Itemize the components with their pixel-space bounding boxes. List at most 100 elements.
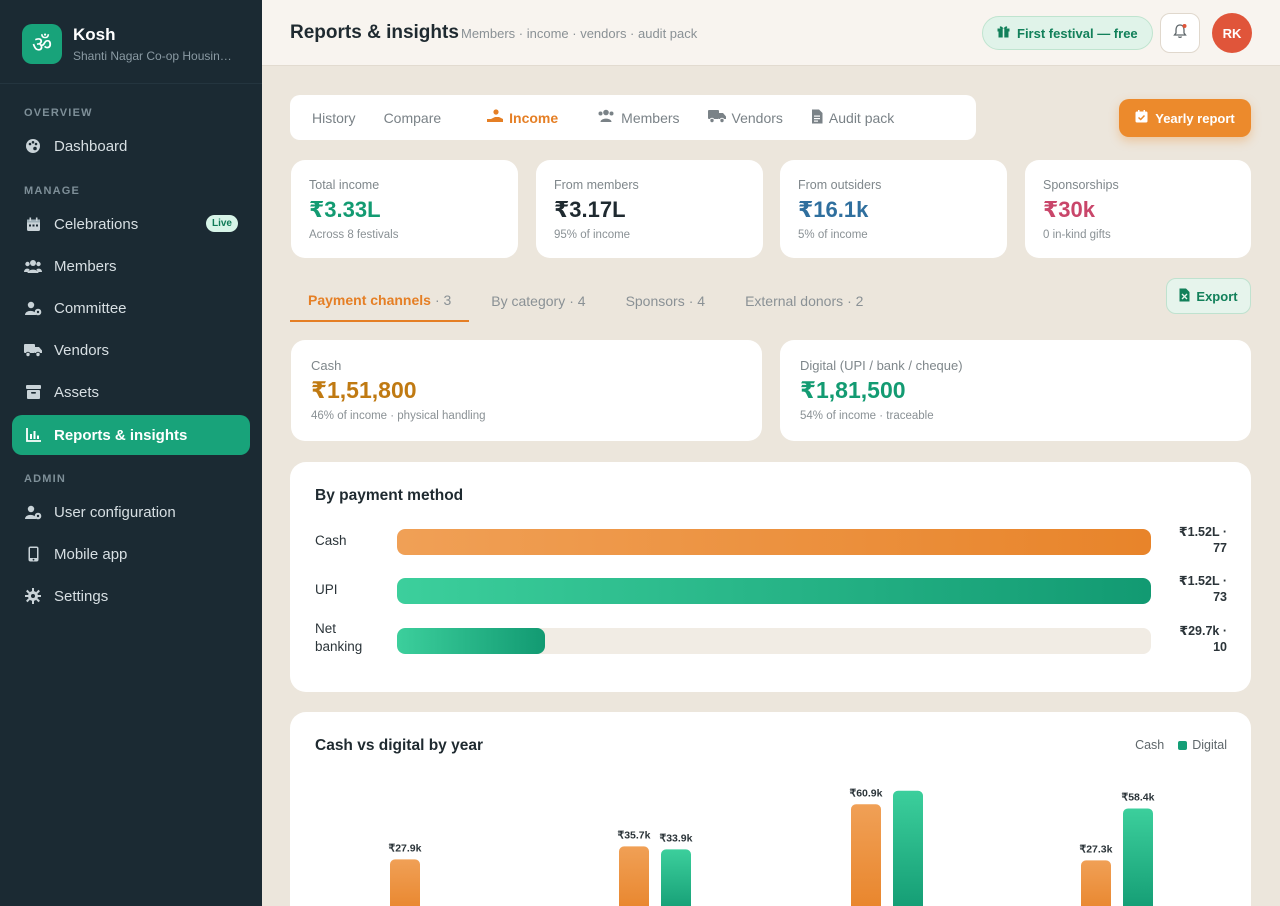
tab-compare[interactable]: Compare [372,95,454,140]
stat-note: 5% of income [798,229,868,241]
channel-note: 46% of income · physical handling [311,410,486,422]
sidebar-item-label: Assets [54,383,100,401]
cash-bar-label-3: ₹27.3k [1080,843,1113,855]
truck-icon [707,109,726,126]
notifications-button[interactable] [1160,13,1200,53]
legend-digital-label: Digital [1192,738,1227,752]
sidebar-item-mobile-app[interactable]: Mobile app [12,534,250,574]
tab-income[interactable]: Income [475,95,570,140]
tab-audit-pack[interactable]: Audit pack [799,95,906,140]
channel-value: ₹1,81,500 [800,377,906,403]
export-label: Export [1196,288,1238,304]
sidebar-item-label: Vendors [54,341,110,359]
sidebar-item-dashboard[interactable]: Dashboard [12,126,250,166]
payment-row-count: 73 [1213,590,1227,604]
stat-value: ₹3.17L [554,197,626,222]
export-button[interactable]: Export [1166,278,1251,314]
sidebar-item-settings[interactable]: Settings [12,576,250,616]
subtab-external-donors[interactable]: External donors · 2 [727,280,881,322]
subtab-by-category[interactable]: By category · 4 [473,280,603,322]
payment-row-label: Net banking [315,621,363,654]
payment-row-label: UPI [315,582,338,597]
sidebar-item-members[interactable]: Members [12,246,250,286]
stat-label: From members [554,178,639,192]
yearly-report-label: Yearly report [1155,110,1235,126]
sidebar-item-assets[interactable]: Assets [12,372,250,412]
first-festival-pill[interactable]: First festival — free [982,16,1153,50]
sidebar-item-reports[interactable]: Reports & insights [12,415,250,455]
sidebar-item-label: Settings [54,587,109,605]
payment-method-panel: By payment method Cash ₹1.52L · 77 UPI ₹… [290,462,1251,692]
tab-vendors[interactable]: Vendors [696,95,795,140]
digital-bar-label-3: ₹58.4k [1122,791,1155,803]
sidebar-item-vendors[interactable]: Vendors [12,330,250,370]
tab-label: Members [621,109,680,126]
subtab-count: · 4 [688,292,706,309]
users-icon [24,257,42,275]
cash-bar-label-0: ₹27.9k [389,842,422,854]
users-icon [597,109,615,126]
sidebar-item-label: Mobile app [54,545,128,563]
sidebar-item-user-configuration[interactable]: User configuration [12,492,250,532]
section-admin: ADMIN [24,473,67,485]
payment-row-label: Cash [315,533,347,548]
tab-members[interactable]: Members [585,95,691,140]
subtab-sponsors[interactable]: Sponsors · 4 [608,280,724,322]
section-manage: MANAGE [24,185,81,197]
payment-row-amount: ₹1.52L · [1178,525,1227,539]
avatar[interactable]: RK [1212,13,1252,53]
cash-vs-digital-panel: Cash vs digital by year Cash Digital ₹27… [290,712,1251,906]
cash-bar-label-2: ₹60.9k [850,787,883,799]
stat-value: ₹30k [1043,197,1096,222]
payment-row-upi: UPI ₹1.52L · 73 [315,570,1227,610]
sidebar-item-label: Reports & insights [54,426,188,444]
subtab-count: · 2 [847,292,864,309]
cash-bar-2 [851,804,881,906]
channel-note: 54% of income · traceable [800,410,934,422]
subtab-label: Payment channels [308,291,431,308]
legend-digital: Digital [1178,738,1227,752]
brand[interactable]: ॐ Kosh Shanti Nagar Co-op Housing Societ… [0,0,262,84]
stat-from-outsiders: From outsiders ₹16.1k 5% of income [780,160,1007,258]
cash-vs-digital-chart: ₹27.9k ₹35.7k ₹60.9k ₹27.3k ₹33.9k ₹58.4k [389,787,1155,906]
stat-note: Across 8 festivals [309,229,399,241]
stat-sponsorships: Sponsorships ₹30k 0 in-kind gifts [1025,160,1251,258]
income-subtabs: Payment channels · 3 By category · 4 Spons… [290,278,881,323]
top-bar: Reports & insights Members · income · ve… [262,0,1280,66]
sidebar-item-label: User configuration [54,503,176,521]
subtab-payment-channels[interactable]: Payment channels · 3 [290,280,470,322]
stat-from-members: From members ₹3.17L 95% of income [536,160,763,258]
payment-row-value: ₹1.52L · 73 [1173,573,1227,605]
sidebar-item-label: Dashboard [54,137,128,155]
cash-bar-label-1: ₹35.7k [618,829,651,841]
payment-bar-upi [397,578,1151,604]
tab-label: Vendors [731,109,783,126]
sidebar-item-committee[interactable]: Committee [12,288,250,328]
om-logo-icon: ॐ [22,23,62,64]
chart-legend: Cash Digital [1135,738,1227,752]
tab-label: Compare [383,109,442,126]
payment-bar-cash [397,529,1151,555]
report-tabs: History Compare Income Members Vendors A… [290,95,976,140]
archive-icon [24,383,42,401]
digital-bar-3 [1123,808,1153,906]
stat-label: Sponsorships [1043,178,1119,192]
page-subtitle: Members · income · vendors · audit pack [461,26,698,41]
sidebar-item-label: Committee [54,299,127,317]
subtab-count: · 4 [569,292,586,309]
stat-label: Total income [309,178,380,192]
payment-bar-track [397,578,1151,604]
channel-label: Digital (UPI / bank / cheque) [800,358,963,373]
digital-bar-2 [893,790,923,906]
yearly-report-button[interactable]: Yearly report [1119,99,1251,137]
sidebar-item-celebrations[interactable]: Celebrations Live [12,204,250,244]
tab-history[interactable]: History [300,95,368,140]
cash-bar-0 [390,859,420,906]
payment-row-amount: ₹29.7k · [1179,624,1227,638]
subtab-count: · 3 [434,291,452,308]
user-gear-icon [24,299,42,317]
page-title: Reports & insights [290,22,459,43]
sidebar-item-label: Celebrations [54,215,139,233]
tab-label: History [312,109,356,126]
document-icon [811,109,823,127]
